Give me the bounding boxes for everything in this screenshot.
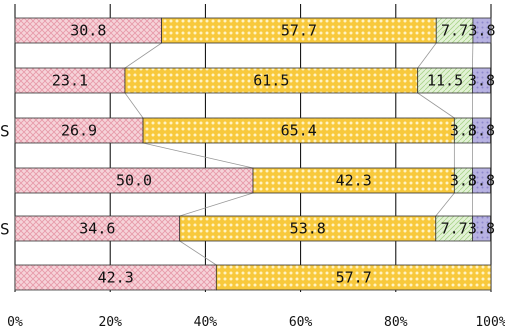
data-label: 34.6	[79, 220, 115, 238]
row-labels: SS	[0, 122, 10, 239]
data-label: 42.3	[336, 172, 372, 190]
bar-segment	[472, 17, 492, 44]
bar-segment	[472, 215, 491, 242]
bar-segment	[472, 117, 491, 144]
bar-segment	[472, 167, 491, 194]
data-label: 53.8	[290, 220, 326, 238]
bar-segment	[161, 17, 437, 44]
data-label: 3.8	[468, 72, 495, 90]
data-labels: 30.8 57.7 7.7 3.823.1 61.5 11.5 3.826.9 65.4 3.8…	[52, 22, 496, 287]
data-label: 3.8	[450, 122, 477, 140]
bar-segment	[14, 264, 217, 291]
x-tick-label: 60%	[289, 315, 313, 330]
connector-line	[124, 92, 144, 119]
data-label: 61.5	[253, 72, 289, 90]
data-label: 3.8	[450, 172, 477, 190]
data-label: 42.3	[98, 269, 134, 287]
connector-line	[179, 240, 217, 266]
grid-lines	[14, 4, 492, 292]
bar-segment	[14, 215, 181, 242]
row-label: S	[0, 220, 10, 239]
x-tick-label: 20%	[98, 315, 122, 330]
data-label: 65.4	[281, 122, 317, 140]
data-label: 57.7	[336, 269, 372, 287]
bar-segment	[417, 67, 473, 94]
bar-segment	[14, 117, 144, 144]
bar-segment	[435, 215, 473, 242]
data-label: 11.5	[427, 72, 463, 90]
data-label: 7.7	[441, 22, 468, 40]
connector-line	[435, 192, 455, 217]
data-label: 30.8	[70, 22, 106, 40]
bar-segment	[124, 67, 419, 94]
bar-segment	[215, 264, 492, 291]
bar-segment	[435, 17, 474, 44]
bar-segment	[179, 215, 437, 242]
connector-lines	[124, 42, 474, 266]
data-label: 3.8	[468, 220, 495, 238]
bars	[14, 17, 492, 291]
data-label: 7.7	[441, 220, 468, 238]
x-axis: 0% 20% 40% 60% 80% 100%	[7, 315, 505, 330]
connector-line	[179, 192, 254, 217]
data-label: 3.8	[468, 122, 495, 140]
connector-line	[124, 42, 162, 69]
bar-segment	[14, 17, 163, 44]
connector-line	[142, 142, 254, 169]
connector-line	[417, 92, 455, 119]
bar-segment	[14, 67, 126, 94]
data-label: 3.8	[468, 22, 495, 40]
data-label: 57.7	[281, 22, 317, 40]
data-label: 50.0	[116, 172, 152, 190]
x-tick-label: 40%	[194, 315, 218, 330]
bar-segment	[472, 67, 491, 94]
bar-segment	[252, 167, 455, 194]
data-label: 3.8	[468, 172, 495, 190]
data-label: 26.9	[61, 122, 97, 140]
connector-line	[417, 42, 437, 69]
row-label: S	[0, 122, 10, 141]
x-tick-label: 80%	[384, 315, 408, 330]
x-tick-label: 0%	[7, 315, 23, 330]
bar-segment	[142, 117, 455, 144]
bar-segment	[14, 167, 254, 194]
data-label: 23.1	[52, 72, 88, 90]
x-tick-label: 100%	[475, 315, 505, 330]
